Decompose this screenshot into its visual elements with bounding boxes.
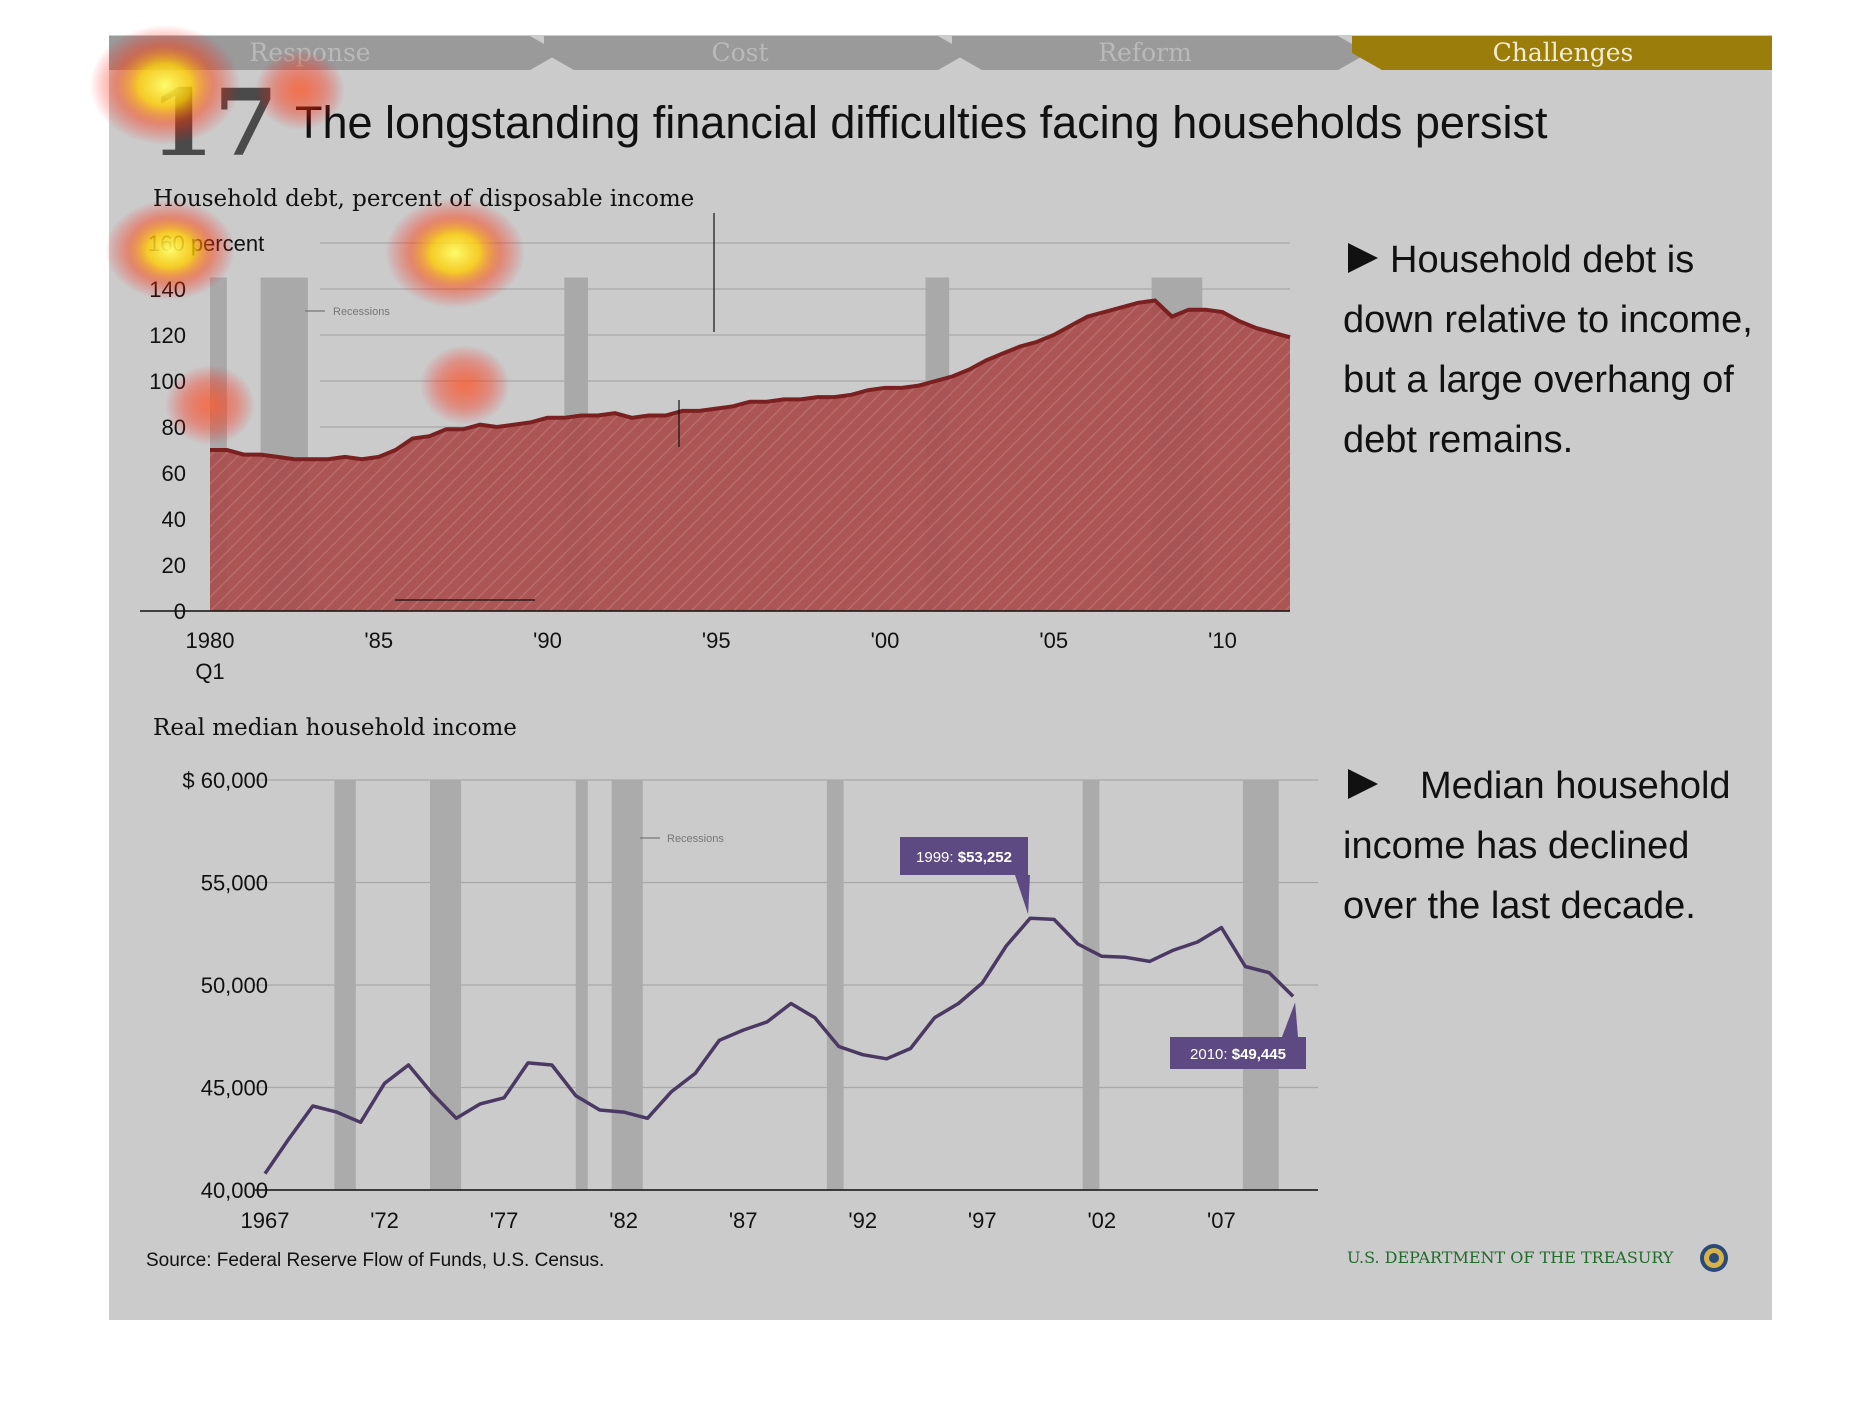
heatmap-spot [165, 365, 255, 445]
slide-title: The longstanding financial difficulties … [295, 97, 1548, 148]
agency-name: U.S. DEPARTMENT OF THE TREASURY [1347, 1248, 1674, 1267]
legend-label: Recessions [667, 833, 724, 845]
heatmap-spot [255, 50, 345, 130]
callout-2010-box [1170, 1037, 1306, 1069]
note-income-line-2: income has declined [1343, 825, 1689, 867]
x-tick-label: '02 [1087, 1208, 1116, 1233]
note-income-line-3: over the last decade. [1343, 885, 1696, 927]
y-tick-label: 60 [162, 461, 186, 486]
x-tick-label: '82 [609, 1208, 638, 1233]
x-tick-label: '10 [1208, 628, 1237, 653]
recession-band [611, 780, 643, 1190]
heatmap-spot [105, 200, 235, 300]
callout-1999-label: 1999: $53,252 [916, 849, 1012, 866]
recession-band [575, 780, 588, 1190]
tab-reform[interactable]: Reform [1098, 38, 1192, 67]
attention-heatmap [90, 25, 525, 445]
y-tick-label: 55,000 [201, 871, 268, 896]
recession-band [1242, 780, 1279, 1190]
note-debt-line-2: down relative to income, [1343, 299, 1753, 341]
x-tick-label: '92 [848, 1208, 877, 1233]
callout-1999-pointer [1015, 875, 1030, 915]
x-tick-label: '07 [1207, 1208, 1236, 1233]
x-tick-label: '85 [364, 628, 393, 653]
income-chart: 40,000 45,000 50,000 55,000 $ 60,000 1967 '72 '… [182, 768, 1318, 1233]
callout-2010-label: 2010: $49,445 [1190, 1046, 1286, 1063]
y-tick-label: 40,000 [201, 1178, 268, 1203]
tab-cost-shape[interactable] [544, 36, 968, 70]
x-tick-label: 1967 [241, 1208, 290, 1233]
note-debt-line-1: Household debt is [1390, 239, 1694, 281]
source-note: Source: Federal Reserve Flow of Funds, U… [146, 1250, 604, 1271]
note-arrow-icon [1348, 769, 1378, 799]
callout-1999-box [900, 837, 1028, 875]
treasury-seal-icon [1700, 1244, 1728, 1272]
note-debt: Household debt is down relative to incom… [1343, 239, 1753, 461]
note-income: Median household income has declined ove… [1343, 765, 1731, 927]
heatmap-spot [385, 198, 525, 308]
income-series-line [263, 916, 1295, 1175]
y-tick-label: 40 [162, 507, 186, 532]
callout-2010-pointer [1282, 1002, 1298, 1037]
note-debt-line-3: but a large overhang of [1343, 359, 1734, 401]
recession-band [1082, 780, 1100, 1190]
slide-background [109, 35, 1772, 1320]
recession-band [334, 780, 356, 1190]
y-tick-label: 45,000 [201, 1076, 268, 1101]
y-tick-label: $ 60,000 [182, 768, 268, 793]
x-tick-label: '95 [702, 628, 731, 653]
heatmap-spot [90, 25, 240, 145]
x-tick-sublabel: Q1 [195, 659, 224, 684]
x-tick-label: '97 [968, 1208, 997, 1233]
note-arrow-icon [1348, 243, 1378, 273]
debt-series-line [210, 298, 1291, 462]
tab-challenges-shape[interactable] [1352, 36, 1772, 70]
note-income-line-1: Median household [1420, 765, 1731, 807]
tab-cost[interactable]: Cost [711, 38, 768, 67]
x-tick-label: '05 [1039, 628, 1068, 653]
note-debt-line-4: debt remains. [1343, 419, 1573, 461]
x-tick-label: '87 [729, 1208, 758, 1233]
section-nav: Response Cost Reform Challenges [109, 36, 1772, 70]
tab-challenges[interactable]: Challenges [1493, 38, 1634, 67]
legend-label: Recessions [333, 306, 390, 318]
y-tick-label: 50,000 [201, 973, 268, 998]
x-tick-label: 1980 [186, 628, 235, 653]
x-tick-label: '00 [871, 628, 900, 653]
x-tick-label: '72 [370, 1208, 399, 1233]
heatmap-spot [420, 345, 510, 425]
recession-band [429, 780, 462, 1190]
tab-reform-shape[interactable] [952, 36, 1368, 70]
income-chart-title: Real median household income [153, 715, 517, 741]
x-tick-label: '77 [490, 1208, 519, 1233]
y-tick-label: 120 [149, 323, 186, 348]
recession-band [826, 780, 844, 1190]
debt-area [210, 300, 1290, 611]
x-tick-label: '90 [533, 628, 562, 653]
y-tick-label: 0 [174, 599, 186, 624]
y-tick-label: 20 [162, 553, 186, 578]
